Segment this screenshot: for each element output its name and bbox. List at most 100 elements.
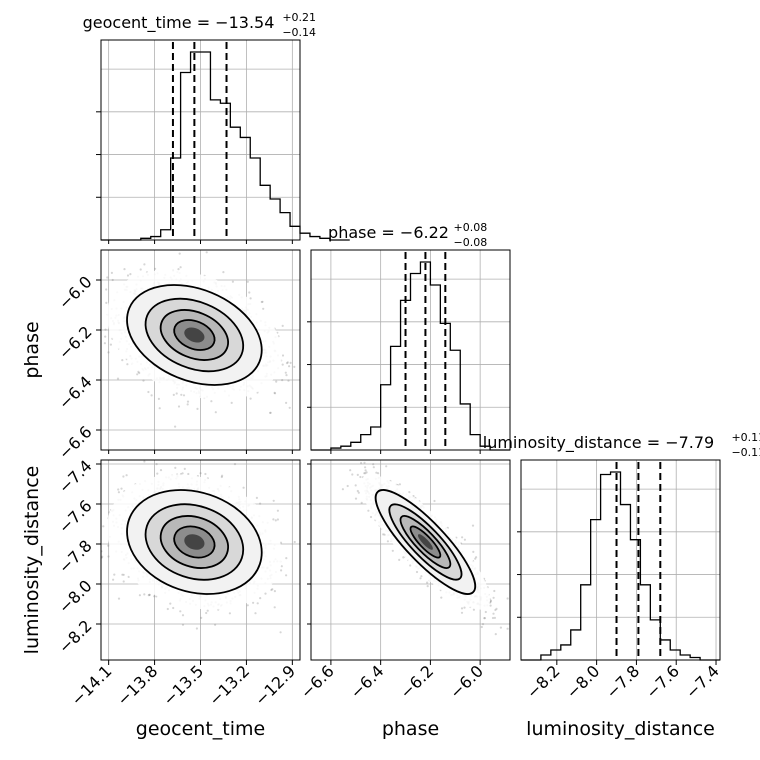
sample-point [230,401,233,404]
density-level [184,327,205,343]
sample-point [287,379,290,382]
sample-point [154,267,157,270]
sample-point [94,291,96,293]
sample-point [122,475,125,478]
sample-point [102,525,105,528]
sample-point [280,569,283,572]
title-subscript: −0.14 [282,26,316,39]
panel-frame [520,459,721,661]
sample-point [222,271,225,274]
sample-point [228,612,231,615]
sample-point [293,365,296,368]
sample-point [249,397,252,400]
sample-point [259,502,262,505]
sample-point [199,472,202,475]
sample-point [275,380,278,383]
sample-point [305,383,307,385]
sample-point [172,393,175,396]
sample-point [281,363,284,366]
sample-point [280,565,283,568]
sample-point [178,252,181,255]
histogram-geocent_time [96,39,350,241]
sample-point [120,487,123,490]
sample-point [158,407,161,410]
sample-point [264,592,267,595]
sample-point [117,488,120,491]
sample-point [289,361,292,364]
sample-point [143,593,146,596]
sample-point [281,379,284,382]
sample-point [204,472,207,476]
sample-point [233,463,237,466]
sample-point [110,271,113,274]
sample-point [148,593,151,597]
sample-point [92,503,94,505]
sample-point [301,601,303,603]
sample-point [105,301,108,304]
contour-line [159,309,229,361]
sample-point [98,354,100,356]
sample-point [121,359,124,362]
sample-point [246,280,249,283]
sample-point [103,342,106,345]
sample-point [107,555,110,558]
panel-phase-vs-geocent_time [94,249,307,451]
sample-point [157,397,160,400]
sample-point [143,460,146,463]
sample-point [181,472,184,475]
sample-point [286,361,289,364]
sample-point [117,597,121,600]
sample-point [122,573,125,576]
sample-point [284,371,287,374]
sample-point [271,588,274,591]
sample-point [276,518,279,521]
title-sup: +0.08 [454,221,488,234]
sample-point [136,373,139,376]
sample-point [169,602,172,605]
histogram-luminosity_distance [520,459,721,661]
sample-point [214,623,217,626]
sample-point [177,268,180,271]
sample-point [150,394,153,397]
sample-point [186,403,189,406]
sample-point [125,474,128,477]
sample-point [107,544,110,547]
sample-point [179,266,182,269]
sample-point [123,268,126,271]
sample-point [285,574,288,577]
sample-point [252,601,255,604]
sample-point [279,631,282,634]
histogram-line [101,51,350,241]
sample-point [109,343,112,346]
sample-point [122,580,125,583]
sample-point [269,411,272,414]
panel-title-phase: phase = −6.22 +0.08 −0.08 [328,221,487,249]
sample-point [210,400,213,403]
title-main: phase = −6.22 [328,223,449,242]
sample-point [147,594,150,597]
sample-point [106,276,109,279]
sample-point [155,463,158,466]
sample-point [143,263,146,266]
sample-point [105,288,108,291]
sample-point [148,593,151,596]
sample-point [104,335,107,338]
title-sup: +0.21 [282,11,316,24]
sample-point [166,607,169,611]
sample-point [200,616,203,620]
sample-point [276,509,279,512]
sample-point [314,557,316,559]
sample-point [272,518,275,521]
title-main: geocent_time = −13.54 [83,13,275,33]
histogram-phase [310,249,511,451]
title-subscript: −0.08 [454,236,488,249]
sample-point [183,467,186,470]
sample-point [175,392,178,395]
sample-point [137,370,140,373]
sample-point [116,377,120,380]
sample-point [182,394,186,397]
sample-point [260,300,263,304]
sample-point [111,278,114,282]
title-sup: +0.11 [731,431,760,444]
sample-point [220,475,223,479]
